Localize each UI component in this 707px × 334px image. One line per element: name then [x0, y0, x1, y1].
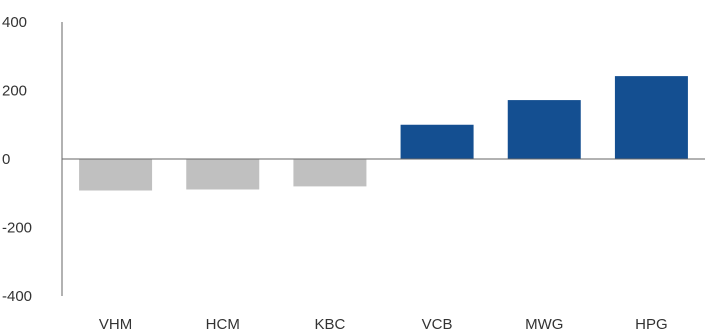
- x-tick-label: VHM: [99, 316, 132, 333]
- x-tick-label: MWG: [525, 316, 563, 333]
- x-tick-label: VCB: [422, 316, 453, 333]
- bar-hpg: [614, 76, 688, 159]
- bar-kbc: [293, 159, 367, 187]
- x-tick-label: KBC: [314, 316, 345, 333]
- bar-hcm: [186, 159, 260, 190]
- y-tick-label: 400: [2, 14, 27, 31]
- y-tick-label: -400: [2, 288, 32, 305]
- x-tick-label: HPG: [635, 316, 668, 333]
- y-tick-label: 0: [2, 151, 10, 168]
- bars: [79, 76, 688, 191]
- x-tick-label: HCM: [206, 316, 240, 333]
- y-tick-label: 200: [2, 83, 27, 100]
- y-axis-ticks: 400 200 0 -200 -400: [2, 14, 32, 305]
- bar-vcb: [400, 124, 474, 159]
- bar-vhm: [79, 159, 153, 191]
- bar-mwg: [507, 100, 581, 159]
- x-axis-labels: VHM HCM KBC VCB MWG HPG: [99, 316, 668, 333]
- y-tick-label: -200: [2, 220, 32, 237]
